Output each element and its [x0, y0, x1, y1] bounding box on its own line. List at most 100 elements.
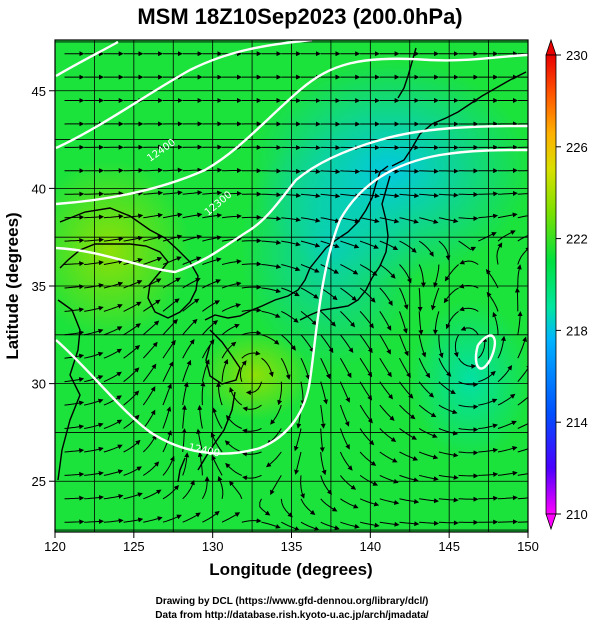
streamline-arrow [162, 277, 181, 289]
streamline-arrow [270, 475, 282, 496]
streamline-arrow [438, 404, 458, 415]
streamline-arrow [142, 341, 158, 359]
streamline-arrow [241, 518, 262, 524]
streamline-arrow [84, 375, 104, 383]
x-tick-label: 145 [438, 539, 460, 554]
streamline-arrow [438, 381, 456, 395]
streamline-arrow [162, 234, 183, 242]
streamline-arrow [182, 234, 203, 242]
streamline-arrow [84, 495, 104, 500]
korea-coast-icon [59, 207, 199, 319]
streamline-arrow [478, 398, 498, 406]
streamline-arrow [438, 497, 459, 503]
streamline-arrow [458, 357, 477, 369]
streamline-arrow [458, 427, 479, 433]
streamline-arrow [143, 190, 164, 196]
streamline-arrow [399, 451, 419, 461]
streamline-arrow [419, 451, 439, 460]
streamline-arrow [418, 404, 437, 418]
streamline-arrow [201, 339, 215, 359]
sakhalin-coast-icon [397, 47, 417, 99]
streamline-arrow [418, 428, 438, 438]
colorbar-top-arrow-icon [545, 38, 557, 56]
streamline-arrow [293, 428, 302, 452]
streamline-arrow [339, 404, 350, 427]
streamline-arrow [182, 256, 202, 265]
streamline-arrow [359, 498, 380, 507]
streamline-arrow [221, 358, 229, 382]
streamline-arrow [300, 217, 321, 223]
streamline-arrow [103, 518, 124, 524]
streamline-arrow [245, 381, 262, 396]
streamline-arrow [197, 451, 203, 476]
streamline-arrow [182, 318, 198, 336]
streamline-arrow [399, 357, 411, 378]
streamline-arrow [517, 423, 528, 429]
colorbar-tick-label: 226 [566, 140, 588, 155]
streamline-arrow [300, 240, 321, 248]
streamline-arrow [359, 264, 378, 276]
streamline-arrow [379, 240, 399, 251]
streamline-arrow [221, 323, 240, 336]
streamline-arrow [497, 446, 518, 453]
colorbar: 210 214 218 222 226 230 [545, 38, 588, 531]
streamline-arrow [103, 395, 122, 406]
ryukyu-islands-icon [197, 391, 236, 471]
streamline-arrow [418, 381, 435, 398]
streamline-arrow [182, 479, 195, 500]
streamline-arrow [259, 498, 271, 516]
colorbar-tick-label: 214 [566, 415, 588, 430]
streamline-arrow [261, 357, 274, 378]
streamline-arrow [123, 517, 144, 523]
colorbar-bottom-arrow-icon [545, 513, 557, 531]
streamline-arrow [379, 404, 395, 421]
streamline-arrow [201, 476, 210, 500]
streamline-arrow [84, 283, 104, 289]
streamline-arrow [64, 448, 85, 454]
streamline-arrow [182, 452, 190, 476]
streamline-arrow [280, 498, 293, 518]
streamline-arrow [320, 169, 341, 175]
streamline-arrow [516, 264, 522, 288]
streamline-arrow [123, 167, 144, 173]
streamline-arrow [320, 381, 328, 405]
contour-line [55, 148, 528, 455]
contour-line [55, 53, 528, 206]
streamline-arrow [320, 521, 340, 530]
streamline-arrow [517, 396, 528, 406]
streamline-arrow [84, 446, 104, 453]
y-axis-label: Latitude (degrees) [3, 212, 22, 359]
streamline-arrow [438, 334, 444, 359]
streamline-arrow [182, 381, 189, 406]
streamline-arrow [339, 428, 350, 450]
streamline-arrow [359, 451, 377, 466]
chart-title: MSM 18Z10Sep2023 (200.0hPa) [137, 4, 462, 29]
streamline-arrow [359, 357, 373, 378]
colorbar-tick-label: 210 [566, 507, 588, 522]
streamline-arrow [221, 512, 241, 523]
streamline-arrow [142, 320, 160, 336]
streamline-arrow [399, 193, 420, 199]
streamline-arrow [142, 409, 156, 429]
contour-line [55, 40, 119, 78]
streamline-arrow [143, 489, 162, 500]
streamline-arrow [261, 192, 282, 198]
streamline-arrow [419, 498, 439, 504]
streamline-arrow [459, 259, 479, 265]
streamline-arrow [241, 330, 262, 336]
streamline-arrow [359, 521, 380, 528]
streamline-arrow [300, 381, 306, 406]
streamline-arrow [300, 475, 305, 499]
streamline-arrow [517, 246, 528, 265]
streamline-arrow [340, 287, 357, 302]
streamline-arrow [379, 311, 392, 331]
streamline-arrow [438, 451, 459, 458]
streamline-arrow [143, 256, 163, 265]
streamline-arrow [181, 404, 187, 429]
streamline-arrow [379, 451, 398, 463]
streamline-arrow [281, 264, 301, 272]
streamline-arrow [202, 279, 222, 289]
streamline-arrow [202, 510, 220, 523]
streamline-arrow [123, 439, 141, 453]
